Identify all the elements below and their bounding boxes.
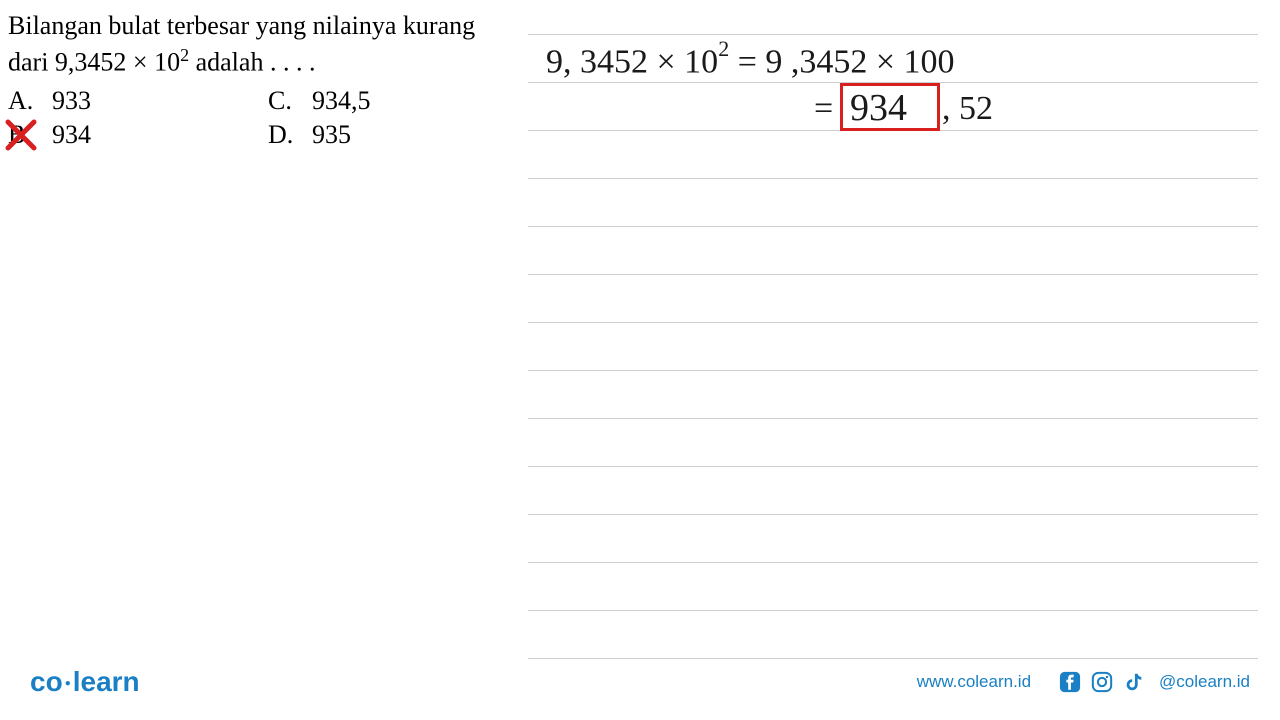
option-a: A. 933 — [8, 86, 268, 116]
work-line1-right: = 9 ,3452 × 100 — [729, 43, 954, 80]
question-line2-post: adalah . . . . — [189, 48, 315, 77]
question-exponent: 2 — [180, 45, 189, 65]
footer-right: www.colearn.id @colearn.id — [917, 671, 1250, 693]
cross-mark-icon — [4, 116, 42, 154]
social-handle[interactable]: @colearn.id — [1159, 672, 1250, 692]
logo-right: learn — [73, 666, 140, 697]
instagram-icon[interactable] — [1091, 671, 1113, 693]
option-c-value: 934,5 — [312, 86, 371, 116]
work-boxed-answer: 934 — [850, 86, 907, 130]
tiktok-icon[interactable] — [1123, 671, 1145, 693]
option-b-value: 934 — [52, 120, 91, 150]
work-line1-left: 9, 3452 × 10 — [546, 43, 718, 80]
option-c: C. 934,5 — [268, 86, 528, 116]
work-line2-after: , 52 — [942, 90, 993, 128]
footer: co●learn www.colearn.id @colearn.id — [0, 662, 1280, 702]
logo-left: co — [30, 666, 63, 697]
logo: co●learn — [30, 666, 140, 698]
website-link[interactable]: www.colearn.id — [917, 672, 1031, 692]
option-d-label: D. — [268, 120, 312, 150]
work-panel: 9, 3452 × 102 = 9 ,3452 × 100 = 934 , 52 — [528, 30, 1268, 670]
option-a-value: 933 — [52, 86, 91, 116]
option-a-label: A. — [8, 86, 52, 116]
question-text: Bilangan bulat terbesar yang nilainya ku… — [8, 8, 518, 80]
option-b: B. 934 — [8, 120, 268, 150]
facebook-icon[interactable] — [1059, 671, 1081, 693]
logo-dot-icon: ● — [65, 678, 71, 689]
work-line1: 9, 3452 × 102 = 9 ,3452 × 100 — [546, 40, 955, 81]
work-line1-exp: 2 — [718, 36, 729, 61]
question-line1: Bilangan bulat terbesar yang nilainya ku… — [8, 11, 475, 40]
work-line2-eq: = — [814, 90, 833, 128]
question-panel: Bilangan bulat terbesar yang nilainya ku… — [8, 8, 518, 150]
option-d: D. 935 — [268, 120, 528, 150]
option-d-value: 935 — [312, 120, 351, 150]
option-c-label: C. — [268, 86, 312, 116]
question-line2-pre: dari 9,3452 × 10 — [8, 48, 180, 77]
options-grid: A. 933 C. 934,5 B. 934 D. 935 — [8, 86, 518, 150]
